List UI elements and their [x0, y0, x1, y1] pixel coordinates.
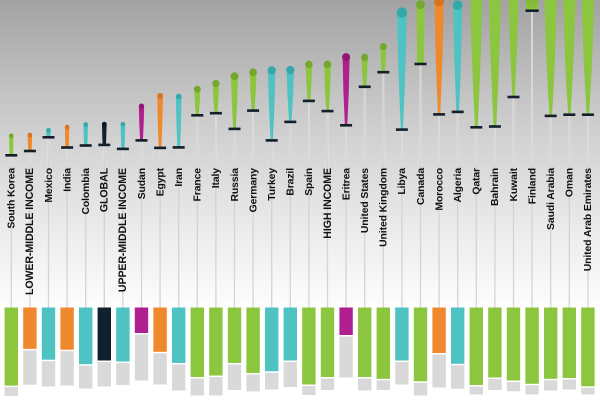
svg-text:Mexico: Mexico — [44, 168, 55, 203]
svg-text:Sudan: Sudan — [137, 168, 148, 199]
svg-text:Eritrea: Eritrea — [341, 168, 352, 201]
svg-text:Qatar: Qatar — [472, 168, 483, 195]
svg-text:Colombia: Colombia — [81, 168, 92, 215]
svg-text:LOWER-MIDDLE INCOME: LOWER-MIDDLE INCOME — [24, 168, 36, 295]
svg-text:United Arab Emirates: United Arab Emirates — [583, 168, 594, 272]
svg-text:France: France — [193, 168, 204, 202]
svg-text:Oman: Oman — [565, 168, 576, 197]
svg-text:Canada: Canada — [416, 168, 427, 205]
svg-text:Kuwait: Kuwait — [509, 167, 520, 201]
svg-text:Spain: Spain — [304, 168, 315, 196]
svg-text:Russia: Russia — [230, 168, 241, 202]
svg-text:India: India — [62, 168, 73, 192]
svg-text:Algeria: Algeria — [453, 168, 464, 203]
svg-text:Finland: Finland — [527, 168, 538, 204]
svg-text:Saudi Arabia: Saudi Arabia — [546, 168, 557, 230]
svg-text:Germany: Germany — [248, 168, 259, 213]
svg-text:Iran: Iran — [174, 168, 185, 187]
svg-text:HIGH INCOME: HIGH INCOME — [322, 168, 334, 239]
svg-text:Brazil: Brazil — [286, 168, 297, 196]
svg-text:United Kingdom: United Kingdom — [379, 168, 390, 247]
svg-text:Libya: Libya — [397, 168, 408, 195]
svg-text:Egypt: Egypt — [155, 167, 166, 196]
svg-text:GLOBAL: GLOBAL — [99, 167, 111, 212]
svg-text:UPPER-MIDDLE INCOME: UPPER-MIDDLE INCOME — [117, 168, 129, 292]
svg-text:South Korea: South Korea — [7, 168, 18, 229]
svg-text:Italy: Italy — [211, 168, 222, 189]
svg-text:United States: United States — [360, 168, 371, 233]
svg-text:Turkey: Turkey — [267, 168, 278, 201]
svg-text:Morocco: Morocco — [434, 168, 445, 211]
svg-text:Bahrain: Bahrain — [490, 168, 501, 206]
